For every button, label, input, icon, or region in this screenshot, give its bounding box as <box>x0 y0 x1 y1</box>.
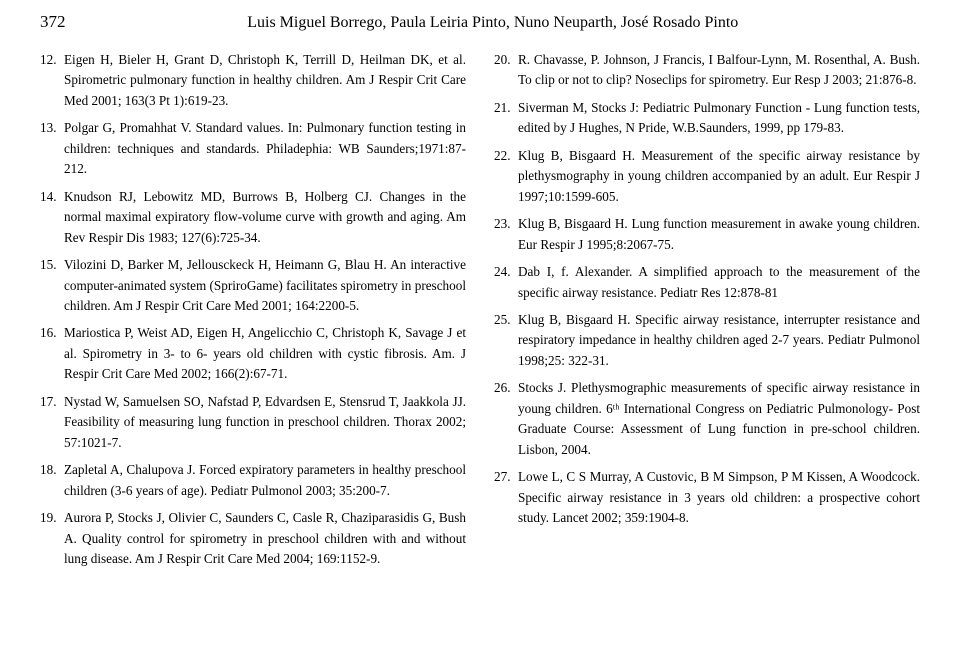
reference-item: 16.Mariostica P, Weist AD, Eigen H, Ange… <box>40 323 466 384</box>
reference-text: Klug B, Bisgaard H. Lung function measur… <box>518 214 920 255</box>
reference-item: 23.Klug B, Bisgaard H. Lung function mea… <box>494 214 920 255</box>
reference-number: 18. <box>40 460 64 501</box>
page-header: 372 Luis Miguel Borrego, Paula Leiria Pi… <box>40 12 920 32</box>
reference-number: 26. <box>494 378 518 460</box>
reference-item: 25.Klug B, Bisgaard H. Specific airway r… <box>494 310 920 371</box>
reference-item: 21.Siverman M, Stocks J: Pediatric Pulmo… <box>494 98 920 139</box>
reference-number: 15. <box>40 255 64 316</box>
reference-text: Dab I, f. Alexander. A simplified approa… <box>518 262 920 303</box>
reference-text: Eigen H, Bieler H, Grant D, Christoph K,… <box>64 50 466 111</box>
reference-number: 27. <box>494 467 518 528</box>
reference-text: Polgar G, Promahhat V. Standard values. … <box>64 118 466 179</box>
reference-columns: 12.Eigen H, Bieler H, Grant D, Christoph… <box>40 50 920 576</box>
reference-text: Siverman M, Stocks J: Pediatric Pulmonar… <box>518 98 920 139</box>
reference-item: 14.Knudson RJ, Lebowitz MD, Burrows B, H… <box>40 187 466 248</box>
reference-text: Stocks J. Plethysmographic measurements … <box>518 378 920 460</box>
reference-number: 22. <box>494 146 518 207</box>
reference-text: Nystad W, Samuelsen SO, Nafstad P, Edvar… <box>64 392 466 453</box>
reference-text: Vilozini D, Barker M, Jellousckeck H, He… <box>64 255 466 316</box>
reference-text: Lowe L, C S Murray, A Custovic, B M Simp… <box>518 467 920 528</box>
reference-text: Aurora P, Stocks J, Olivier C, Saunders … <box>64 508 466 569</box>
reference-item: 26.Stocks J. Plethysmographic measuremen… <box>494 378 920 460</box>
reference-item: 22.Klug B, Bisgaard H. Measurement of th… <box>494 146 920 207</box>
reference-text: R. Chavasse, P. Johnson, J Francis, I Ba… <box>518 50 920 91</box>
reference-number: 14. <box>40 187 64 248</box>
reference-number: 16. <box>40 323 64 384</box>
reference-item: 17.Nystad W, Samuelsen SO, Nafstad P, Ed… <box>40 392 466 453</box>
reference-number: 25. <box>494 310 518 371</box>
reference-number: 13. <box>40 118 64 179</box>
reference-text: Mariostica P, Weist AD, Eigen H, Angelic… <box>64 323 466 384</box>
reference-number: 17. <box>40 392 64 453</box>
reference-number: 20. <box>494 50 518 91</box>
reference-item: 12.Eigen H, Bieler H, Grant D, Christoph… <box>40 50 466 111</box>
page-number: 372 <box>40 12 66 32</box>
reference-number: 19. <box>40 508 64 569</box>
reference-number: 21. <box>494 98 518 139</box>
reference-number: 24. <box>494 262 518 303</box>
reference-item: 18.Zapletal A, Chalupova J. Forced expir… <box>40 460 466 501</box>
left-column: 12.Eigen H, Bieler H, Grant D, Christoph… <box>40 50 466 576</box>
reference-item: 15.Vilozini D, Barker M, Jellousckeck H,… <box>40 255 466 316</box>
reference-text: Klug B, Bisgaard H. Measurement of the s… <box>518 146 920 207</box>
reference-item: 13.Polgar G, Promahhat V. Standard value… <box>40 118 466 179</box>
reference-item: 20.R. Chavasse, P. Johnson, J Francis, I… <box>494 50 920 91</box>
reference-item: 19.Aurora P, Stocks J, Olivier C, Saunde… <box>40 508 466 569</box>
reference-item: 27.Lowe L, C S Murray, A Custovic, B M S… <box>494 467 920 528</box>
reference-item: 24. Dab I, f. Alexander. A simplified ap… <box>494 262 920 303</box>
header-authors: Luis Miguel Borrego, Paula Leiria Pinto,… <box>136 14 851 32</box>
right-column: 20.R. Chavasse, P. Johnson, J Francis, I… <box>494 50 920 576</box>
reference-text: Klug B, Bisgaard H. Specific airway resi… <box>518 310 920 371</box>
reference-text: Zapletal A, Chalupova J. Forced expirato… <box>64 460 466 501</box>
reference-text: Knudson RJ, Lebowitz MD, Burrows B, Holb… <box>64 187 466 248</box>
reference-number: 12. <box>40 50 64 111</box>
reference-number: 23. <box>494 214 518 255</box>
